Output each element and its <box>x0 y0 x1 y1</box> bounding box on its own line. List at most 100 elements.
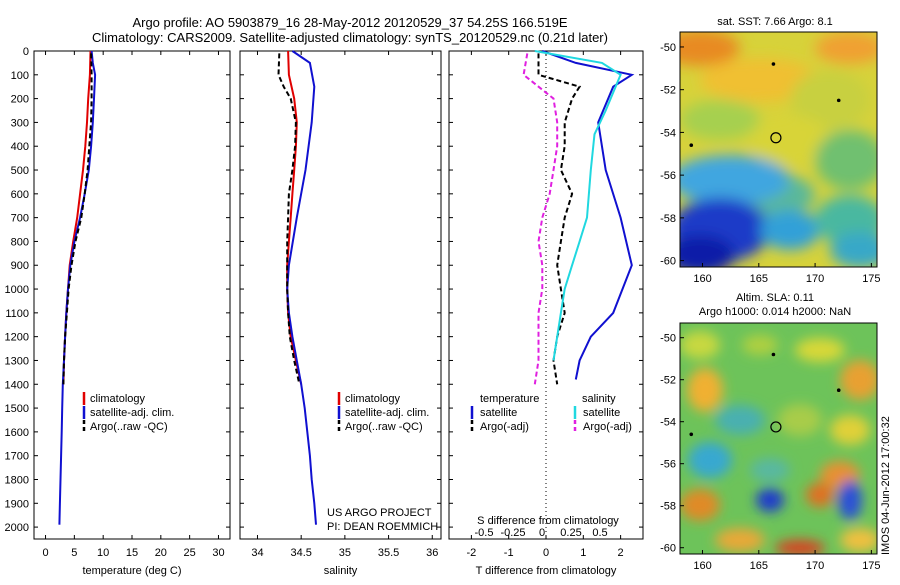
temperature-panel: 0100200300400500600700800900100011001200… <box>5 46 231 577</box>
sla-map-frame <box>679 322 878 555</box>
map-x-tick-label: 165 <box>750 560 768 572</box>
y-tick-label: 200 <box>11 94 29 106</box>
x-tick-label: 10 <box>97 547 109 559</box>
x-tick-label: 35 <box>339 547 351 559</box>
difference-xlabel-top: S difference from climatology <box>477 515 619 527</box>
sst-map-title: sat. SST: 7.66 Argo: 8.1 <box>717 16 833 28</box>
series-satellite-adj-clim- <box>286 50 317 525</box>
map-y-tick-label: -52 <box>660 375 676 387</box>
sla-map-title: Altim. SLA: 0.11 <box>736 292 814 304</box>
s-tick-label: -0.5 <box>475 527 494 539</box>
map-x-tick-label: 170 <box>806 560 824 572</box>
y-tick-label: 900 <box>11 260 29 272</box>
legend-title-temperature: temperature <box>480 393 539 405</box>
series-salinity-argo-adj- <box>522 53 559 385</box>
legend-label-argo: Argo(..raw -QC) <box>90 421 168 433</box>
s-tick-label: 0.25 <box>560 527 581 539</box>
x-tick-label: 2 <box>618 547 624 559</box>
map-y-tick-label: -58 <box>660 213 676 225</box>
series-temperature-satellite <box>541 50 635 380</box>
y-tick-label: 1300 <box>5 355 29 367</box>
plot-frame <box>239 50 442 540</box>
series-argo-raw-qc- <box>62 53 93 385</box>
series-climatology <box>286 50 303 385</box>
legend-label-satellite: satellite-adj. clim. <box>345 407 429 419</box>
x-tick-label: 0 <box>543 547 549 559</box>
map-y-tick-label: -50 <box>660 42 676 54</box>
y-tick-label: 500 <box>11 165 29 177</box>
sst-map-axes: 160 165 170 175 -50 -52 -54 -56 -58 -60 <box>660 42 880 285</box>
argo-location-marker <box>770 132 782 144</box>
legend-label-satellite: satellite-adj. clim. <box>90 407 174 419</box>
timestamp: IMOS 04-Jun-2012 17:00:32 <box>880 416 892 555</box>
x-axis-label: T difference from climatology <box>476 565 617 577</box>
legend-title-salinity: salinity <box>582 393 616 405</box>
sla-map-axes: 160 165 170 175 -50 -52 -54 -56 -58 -60 <box>660 333 880 572</box>
map-x-tick-label: 175 <box>862 273 880 285</box>
island-marker <box>689 432 694 437</box>
salinity-legend: climatology satellite-adj. clim. Argo(..… <box>337 392 429 433</box>
x-tick-label: 34 <box>251 547 263 559</box>
series-salinity-satellite <box>534 50 622 361</box>
x-tick-label: 36 <box>426 547 438 559</box>
map-y-tick-label: -52 <box>660 85 676 97</box>
x-tick-label: 1 <box>580 547 586 559</box>
argo-location-marker <box>770 421 782 433</box>
figure-title-line1: Argo profile: AO 5903879_16 28-May-2012 … <box>132 15 567 30</box>
temperature-legend: climatology satellite-adj. clim. Argo(..… <box>82 392 174 433</box>
x-tick-label: 5 <box>71 547 77 559</box>
map-x-tick-label: 170 <box>806 273 824 285</box>
x-tick-label: 35.5 <box>378 547 399 559</box>
difference-legend: temperature salinity satellite Argo(-adj… <box>470 393 632 433</box>
sla-map-field <box>680 323 877 554</box>
map-y-tick-label: -56 <box>660 170 676 182</box>
y-tick-label: 300 <box>11 117 29 129</box>
y-tick-label: 1700 <box>5 451 29 463</box>
legend-label-sal-satellite: satellite <box>583 407 620 419</box>
y-tick-label: 1100 <box>5 308 29 320</box>
map-x-tick-label: 175 <box>862 560 880 572</box>
x-axis-label: temperature (deg C) <box>82 565 181 577</box>
legend-label-climatology: climatology <box>345 393 401 405</box>
legend-label-argo: Argo(..raw -QC) <box>345 421 423 433</box>
series-climatology <box>62 50 92 385</box>
project-line1: US ARGO PROJECT <box>327 507 432 519</box>
sst-map-field <box>680 32 877 267</box>
map-y-tick-label: -54 <box>660 417 676 429</box>
x-tick-label: 20 <box>155 547 167 559</box>
island-marker <box>836 388 841 393</box>
s-tick-label: 0 <box>539 527 545 539</box>
map-y-tick-label: -50 <box>660 333 676 345</box>
x-tick-label: 15 <box>126 547 138 559</box>
y-tick-label: 1500 <box>5 403 29 415</box>
island-marker <box>689 143 694 148</box>
difference-panel: -2 -1 0 1 2 -0.5 -0.25 0 0.25 0.5 T difference fro… <box>448 50 644 577</box>
project-line2: PI: DEAN ROEMMICH <box>327 521 438 533</box>
legend-label-temp-argo: Argo(-adj) <box>480 421 529 433</box>
legend-label-temp-satellite: satellite <box>480 407 517 419</box>
y-tick-label: 1800 <box>5 474 29 486</box>
y-tick-label: 1900 <box>5 498 29 510</box>
legend-label-climatology: climatology <box>90 393 146 405</box>
y-tick-label: 700 <box>11 213 29 225</box>
legend-label-sal-argo: Argo(-adj) <box>583 421 632 433</box>
map-x-tick-label: 165 <box>750 273 768 285</box>
series-temperature-argo-adj- <box>537 53 582 385</box>
map-x-tick-label: 160 <box>693 560 711 572</box>
y-tick-label: 800 <box>11 236 29 248</box>
series-satellite-adj-clim- <box>58 50 97 525</box>
map-y-tick-label: -56 <box>660 459 676 471</box>
map-y-tick-label: -60 <box>660 543 676 555</box>
map-x-tick-label: 160 <box>693 273 711 285</box>
island-marker <box>771 352 776 357</box>
map-y-tick-label: -58 <box>660 501 676 513</box>
y-tick-label: 1400 <box>5 379 29 391</box>
sla-map-title-line2: Argo h1000: 0.014 h2000: NaN <box>699 306 851 318</box>
plot-frame <box>33 50 231 540</box>
salinity-panel: 34 34.5 35 35.5 36 salinity <box>239 50 442 577</box>
x-tick-label: 34.5 <box>290 547 311 559</box>
s-tick-label: -0.25 <box>500 527 525 539</box>
series-argo-raw-qc- <box>277 53 301 385</box>
y-tick-label: 100 <box>11 70 29 82</box>
